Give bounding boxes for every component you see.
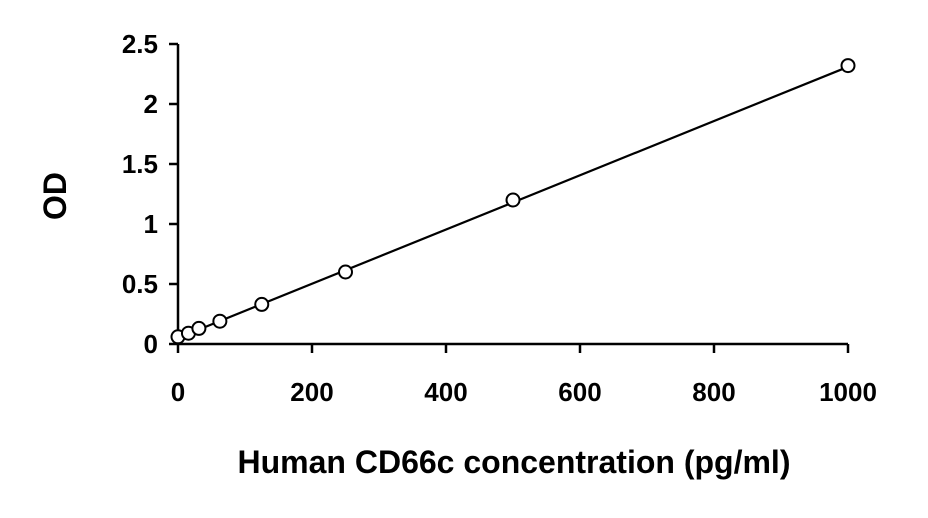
y-tick-label: 2: [144, 89, 158, 119]
x-tick-label: 200: [290, 377, 333, 407]
x-axis-title: Human CD66c concentration (pg/ml): [238, 444, 791, 480]
data-point: [505, 192, 521, 208]
y-axis-title: OD: [37, 172, 73, 220]
x-tick-label: 0: [171, 377, 185, 407]
y-tick-label: 0: [144, 329, 158, 359]
data-point: [212, 313, 228, 329]
x-tick-label: 600: [558, 377, 601, 407]
data-point: [840, 58, 856, 74]
y-tick-label: 0.5: [122, 269, 158, 299]
x-tick-label: 800: [692, 377, 735, 407]
y-tick-label: 1: [144, 209, 158, 239]
data-point: [338, 264, 353, 280]
axes: [176, 44, 848, 346]
ticks: 0 200 400 600 800 1000 0 0.5 1 1.5 2 2.5: [122, 29, 877, 407]
data-point: [254, 296, 270, 312]
y-tick-label: 1.5: [122, 149, 158, 179]
x-tick-label: 1000: [819, 377, 877, 407]
data-point: [191, 320, 207, 336]
x-tick-label: 400: [424, 377, 467, 407]
y-tick-label: 2.5: [122, 29, 158, 59]
data-points: [170, 58, 856, 345]
